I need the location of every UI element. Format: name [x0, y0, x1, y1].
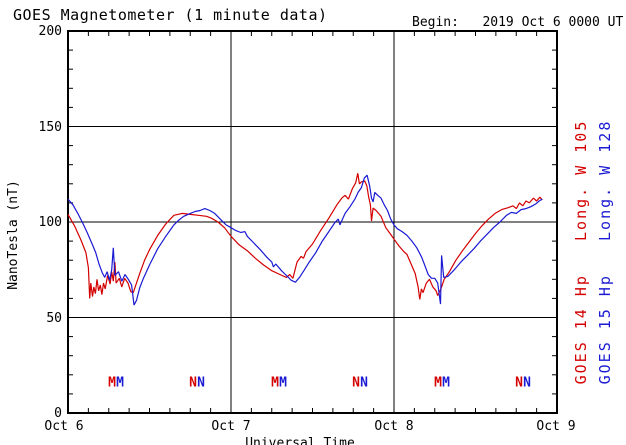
legend-goes-14-hp: GOES 14 Hp Long. W 105 — [572, 119, 590, 385]
x-axis-label: Universal Time — [245, 436, 355, 445]
x-tick-label-oct8: Oct 8 — [374, 419, 414, 434]
chart-title: GOES Magnetometer (1 minute data) — [13, 6, 328, 24]
midnight-marker: M — [279, 375, 287, 390]
x-tick-label-oct9: Oct 9 — [536, 419, 576, 434]
y-axis-label: NanoTesla (nT) — [6, 180, 21, 290]
noon-marker: N — [360, 375, 368, 390]
y-tick-label-50: 50 — [46, 311, 62, 326]
goes-15-hp-line — [67, 174, 543, 306]
y-tick-label-0: 0 — [54, 406, 62, 421]
midnight-marker: M — [108, 375, 116, 390]
begin-label: Begin: 2019 Oct 6 0000 UT — [412, 15, 624, 30]
y-tick-label-100: 100 — [38, 215, 62, 230]
noon-marker: N — [197, 375, 205, 390]
midnight-marker: M — [271, 375, 279, 390]
noon-marker: N — [352, 375, 360, 390]
midnight-marker: M — [116, 375, 124, 390]
y-tick-label-150: 150 — [38, 120, 62, 135]
x-tick-label-oct6: Oct 6 — [44, 419, 84, 434]
midnight-marker: M — [434, 375, 442, 390]
legend-goes-15-hp: GOES 15 Hp Long. W 128 — [596, 119, 614, 385]
goes-14-hp-line — [67, 173, 543, 300]
noon-marker: N — [515, 375, 523, 390]
x-tick-label-oct7: Oct 7 — [211, 419, 251, 434]
noon-marker: N — [189, 375, 197, 390]
y-tick-label-200: 200 — [38, 24, 62, 39]
noon-marker: N — [523, 375, 531, 390]
midnight-marker: M — [442, 375, 450, 390]
